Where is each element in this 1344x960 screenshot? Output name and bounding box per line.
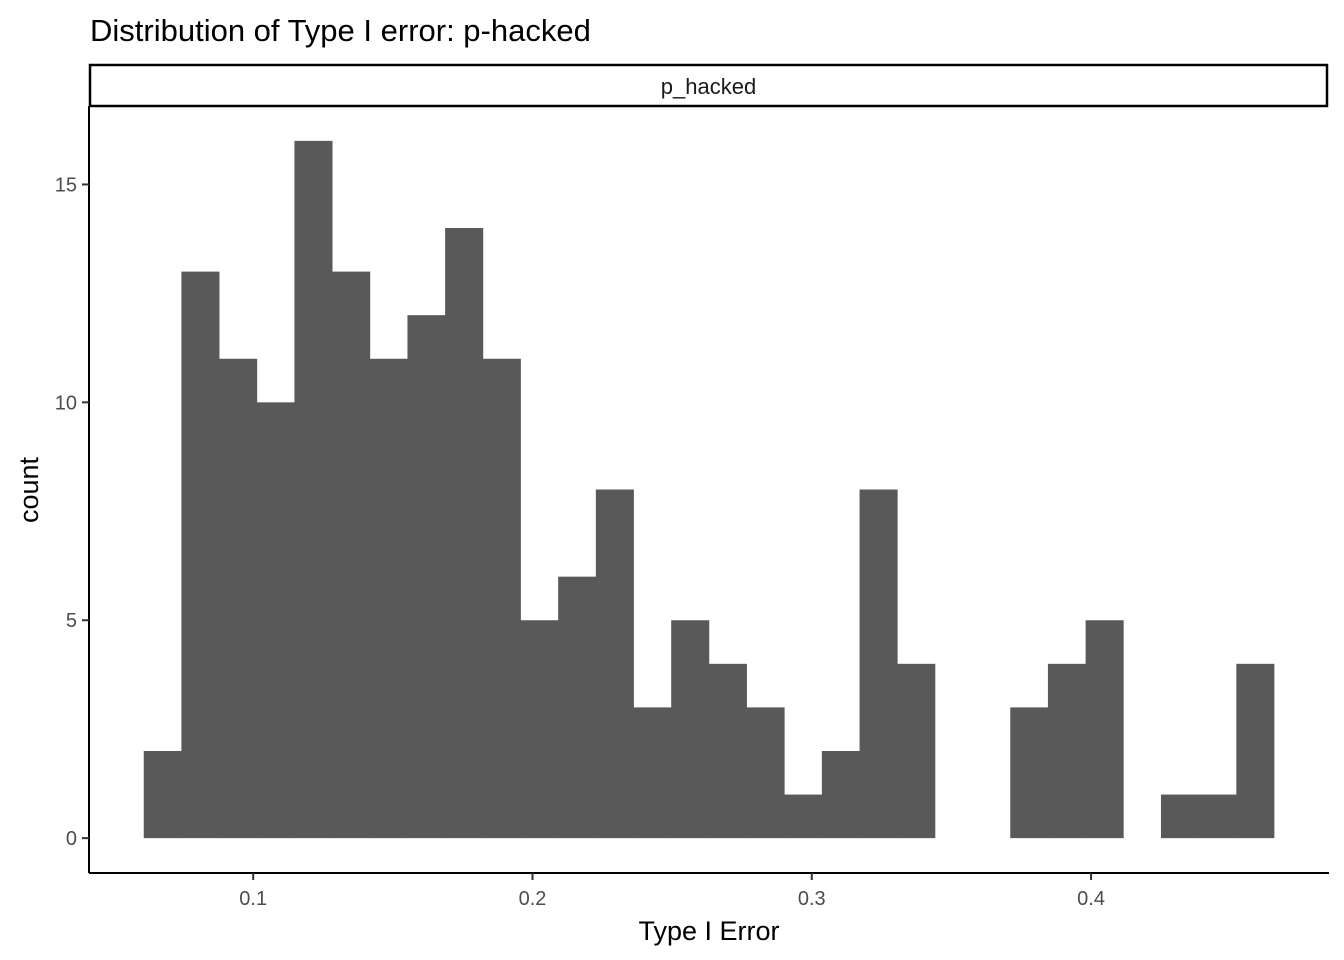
histogram-bars: [143, 140, 1275, 839]
chart-title: Distribution of Type I error: p-hacked: [90, 13, 591, 48]
histogram-bar-14: [633, 707, 672, 839]
histogram-bar-19: [821, 750, 860, 839]
y-axis-title: count: [14, 456, 44, 523]
histogram-bar-18: [784, 794, 823, 839]
histogram-bar-24: [1010, 707, 1049, 839]
facet-strip-label: p_hacked: [661, 74, 756, 99]
x-tick-label: 0.3: [798, 888, 826, 910]
histogram-bar-29: [1198, 794, 1237, 839]
histogram-bar-30: [1236, 663, 1275, 839]
x-tick-label: 0.4: [1077, 888, 1105, 910]
facet-strip: p_hacked: [88, 63, 1329, 108]
histogram-bar-15: [671, 620, 710, 839]
histogram-bar-26: [1085, 620, 1124, 839]
x-axis-title: Type I Error: [638, 916, 779, 946]
histogram-bar-9: [445, 228, 484, 839]
histogram-bar-10: [482, 358, 521, 839]
histogram-bar-2: [181, 271, 220, 839]
histogram-bar-17: [746, 707, 785, 839]
histogram-bar-16: [708, 663, 747, 839]
histogram-bar-21: [897, 663, 936, 839]
histogram-bar-1: [143, 750, 182, 839]
x-tick-label: 0.1: [239, 888, 267, 910]
histogram-bar-28: [1160, 794, 1200, 839]
histogram-bar-13: [595, 489, 634, 839]
histogram-bar-6: [332, 271, 371, 839]
y-tick-label: 0: [66, 828, 77, 850]
histogram-bar-4: [256, 402, 295, 839]
histogram-bar-3: [219, 358, 258, 839]
axes: [88, 106, 1329, 874]
y-tick-label: 10: [55, 392, 77, 414]
facet-strip-box: [88, 63, 1329, 108]
y-axis-ticks: 0 5 10 15: [55, 174, 89, 850]
histogram-bar-25: [1047, 663, 1086, 839]
y-tick-label: 5: [66, 610, 77, 632]
histogram-bar-5: [294, 140, 333, 839]
histogram-bar-7: [369, 358, 408, 839]
x-tick-label: 0.2: [519, 888, 547, 910]
histogram-bar-11: [520, 620, 559, 839]
x-axis-ticks: 0.1 0.2 0.3 0.4: [239, 873, 1105, 910]
y-tick-label: 15: [55, 174, 77, 196]
histogram-bar-12: [558, 576, 597, 839]
histogram-bar-20: [859, 489, 898, 839]
histogram-bar-8: [407, 315, 446, 839]
